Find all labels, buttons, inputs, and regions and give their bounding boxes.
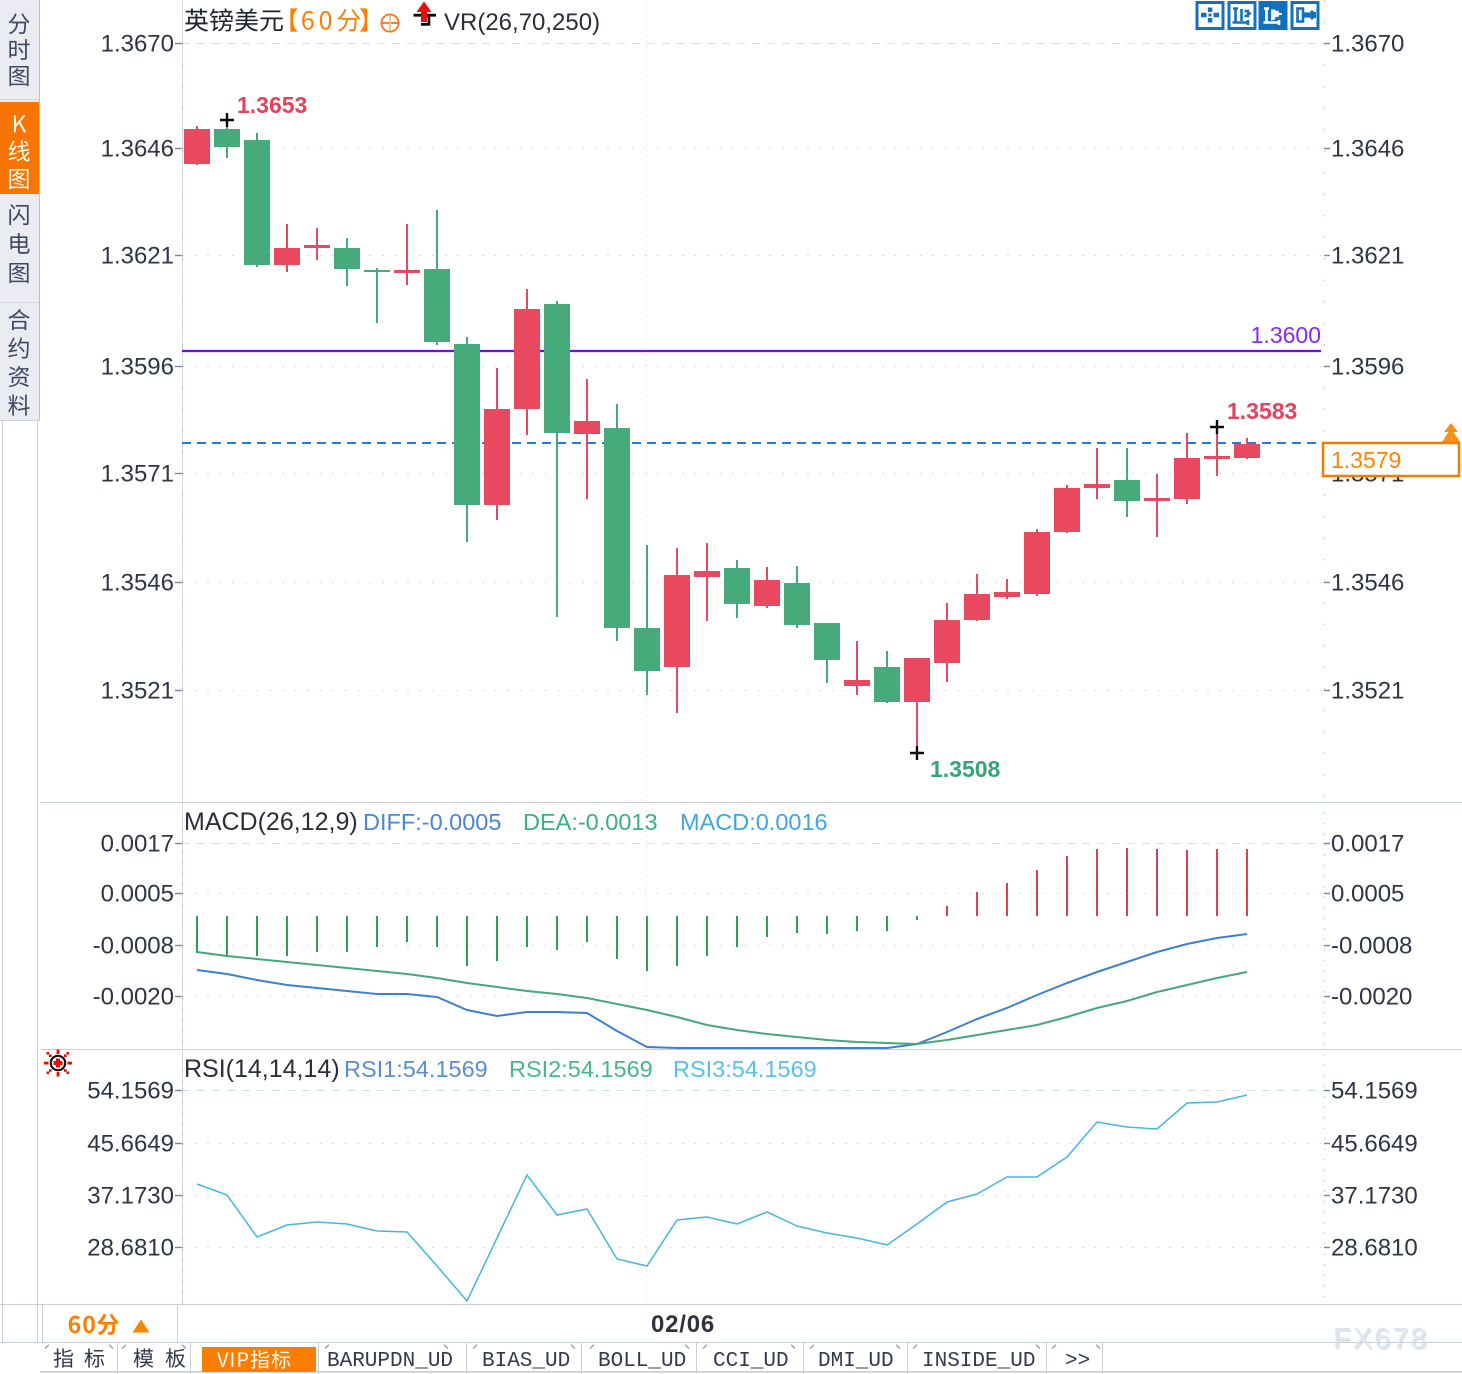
svg-text:1.3596: 1.3596: [1331, 354, 1404, 381]
svg-text:BARUPDN_UD: BARUPDN_UD: [327, 1350, 453, 1373]
svg-text:0.0017: 0.0017: [101, 831, 174, 858]
svg-text:54.1569: 54.1569: [1331, 1078, 1418, 1105]
svg-text:1.3646: 1.3646: [101, 136, 174, 163]
svg-text:02/06: 02/06: [651, 1311, 715, 1338]
svg-text:37.1730: 37.1730: [87, 1183, 174, 1210]
svg-text:1.3546: 1.3546: [101, 570, 174, 597]
svg-text:-0.0008: -0.0008: [93, 933, 174, 960]
svg-text:1.3646: 1.3646: [1331, 136, 1404, 163]
svg-text:1.3670: 1.3670: [1331, 31, 1404, 58]
svg-text:1.3508: 1.3508: [930, 756, 1001, 782]
svg-text:1.3571: 1.3571: [101, 461, 174, 488]
svg-text:1.3653: 1.3653: [237, 92, 307, 118]
svg-text:>>: >>: [1065, 1350, 1090, 1373]
svg-text:1.3596: 1.3596: [101, 354, 174, 381]
svg-text:-0.0008: -0.0008: [1331, 933, 1412, 960]
svg-text:-0.0020: -0.0020: [93, 984, 174, 1011]
svg-text:-0.0020: -0.0020: [1331, 984, 1412, 1011]
svg-text:37.1730: 37.1730: [1331, 1183, 1418, 1210]
svg-text:DMI_UD: DMI_UD: [818, 1350, 894, 1373]
svg-text:FX678: FX678: [1335, 1325, 1430, 1357]
svg-text:FX678: FX678: [1333, 1323, 1428, 1355]
svg-text:RSI3:54.1569: RSI3:54.1569: [673, 1056, 817, 1082]
svg-text:MACD(26,12,9): MACD(26,12,9): [184, 808, 358, 836]
svg-text:DIFF:-0.0005: DIFF:-0.0005: [363, 809, 501, 835]
svg-text:1.3600: 1.3600: [1251, 322, 1321, 348]
svg-text:RSI1:54.1569: RSI1:54.1569: [344, 1056, 488, 1082]
svg-text:28.6810: 28.6810: [87, 1235, 174, 1262]
svg-text:45.6649: 45.6649: [87, 1131, 174, 1158]
svg-text:BIAS_UD: BIAS_UD: [482, 1350, 570, 1373]
svg-text:CCI_UD: CCI_UD: [713, 1350, 789, 1373]
svg-text:0.0005: 0.0005: [101, 881, 174, 908]
svg-text:BOLL_UD: BOLL_UD: [598, 1350, 686, 1373]
svg-text:28.6810: 28.6810: [1331, 1235, 1418, 1262]
svg-text:1.3579: 1.3579: [1331, 447, 1401, 473]
svg-text:54.1569: 54.1569: [87, 1078, 174, 1105]
svg-text:VR(26,70,250): VR(26,70,250): [444, 9, 600, 36]
svg-text:RSI(14,14,14): RSI(14,14,14): [184, 1055, 340, 1083]
svg-text:0.0005: 0.0005: [1331, 881, 1404, 908]
svg-text:1.3621: 1.3621: [1331, 243, 1404, 270]
svg-text:0.0017: 0.0017: [1331, 831, 1404, 858]
svg-text:1.3621: 1.3621: [101, 243, 174, 270]
svg-text:1.3670: 1.3670: [101, 31, 174, 58]
svg-text:RSI2:54.1569: RSI2:54.1569: [509, 1056, 653, 1082]
svg-text:1.3521: 1.3521: [101, 678, 174, 705]
svg-text:MACD:0.0016: MACD:0.0016: [680, 809, 828, 835]
svg-text:1.3521: 1.3521: [1331, 678, 1404, 705]
svg-text:45.6649: 45.6649: [1331, 1131, 1418, 1158]
svg-text:DEA:-0.0013: DEA:-0.0013: [523, 809, 658, 835]
svg-text:1.3583: 1.3583: [1227, 398, 1297, 424]
svg-text:1.3546: 1.3546: [1331, 570, 1404, 597]
svg-text:INSIDE_UD: INSIDE_UD: [922, 1350, 1035, 1373]
